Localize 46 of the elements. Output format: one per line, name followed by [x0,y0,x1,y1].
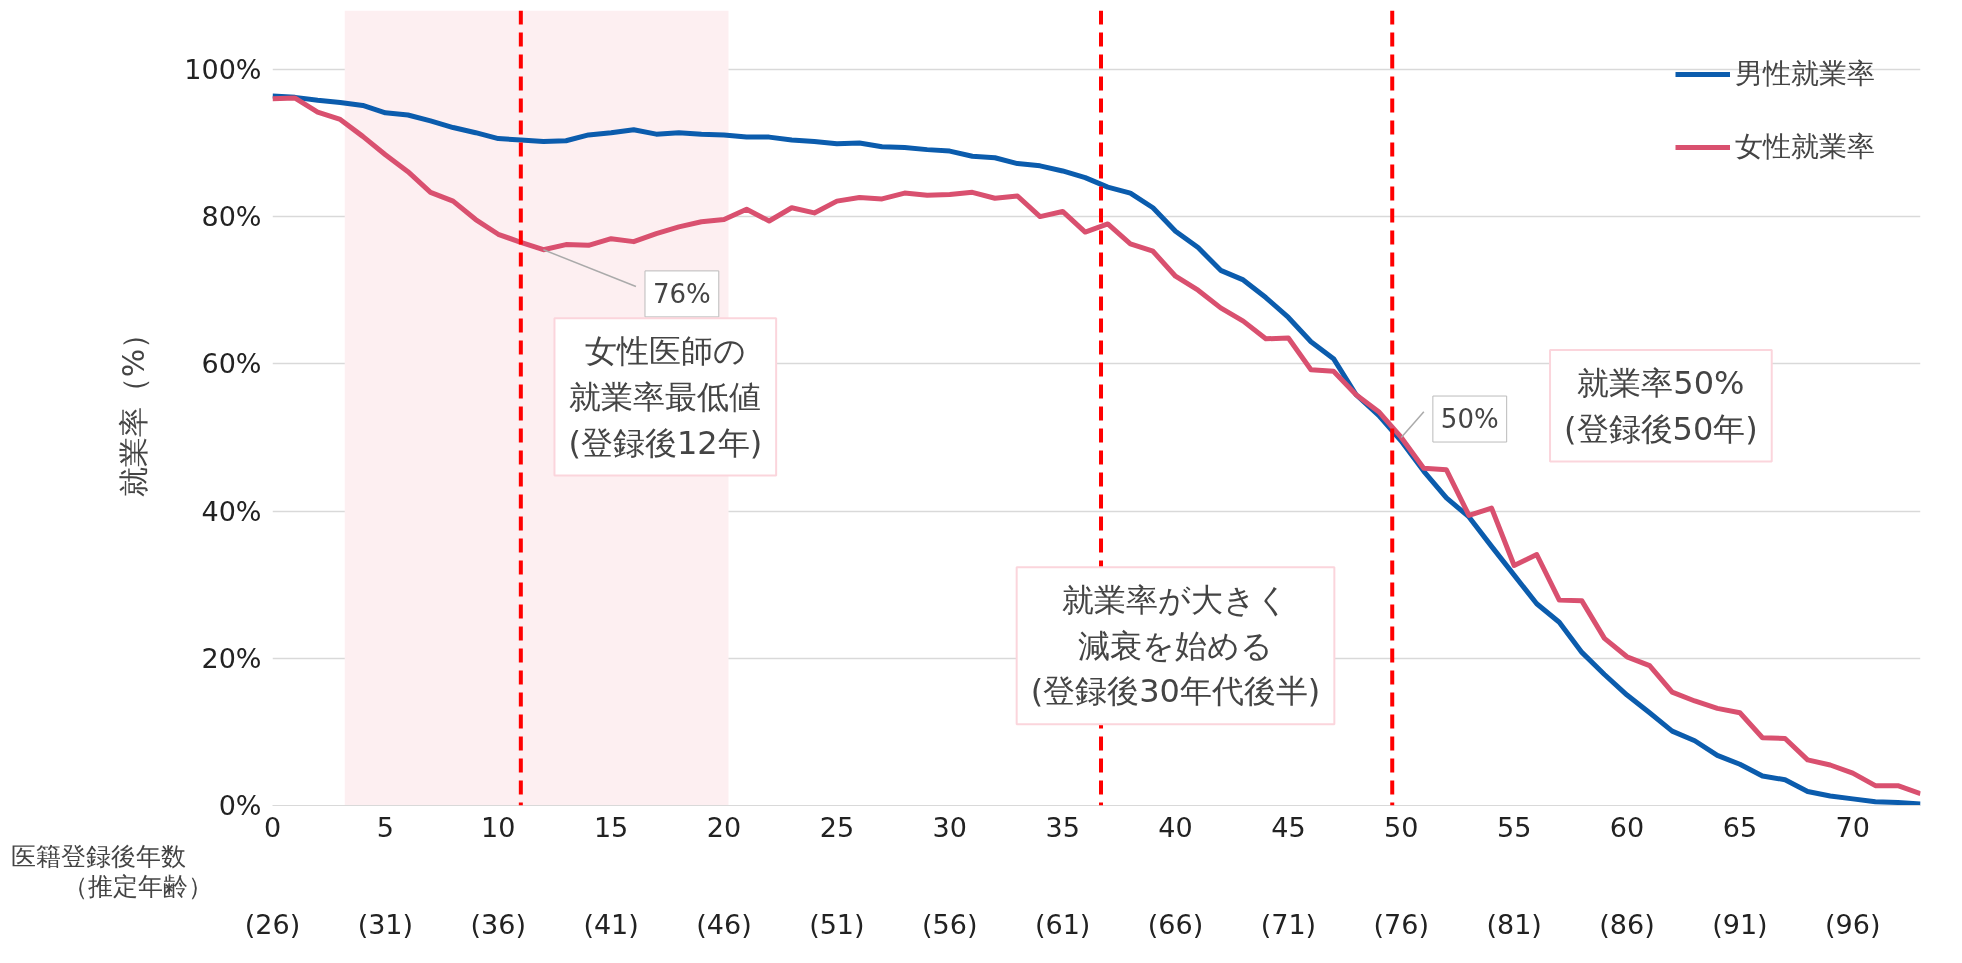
x-tick-label: 55 [1496,811,1532,843]
annotation: 就業率が大きく減衰を始める(登録後30年代後半) [1030,581,1321,711]
x-tick-label: 0 [263,811,282,843]
annotation: 50% [1440,404,1499,435]
x2-tick-label: (96) [1825,908,1881,940]
y-tick-label: 100% [184,53,262,85]
y-tick-label: 80% [201,201,262,233]
x-tick-label: 40 [1158,811,1193,843]
y-tick-label: 40% [201,495,262,527]
y-axis-title: 就業率（%） [116,318,152,498]
legend-label: 女性就業率 [1735,129,1875,165]
x2-tick-label: (31) [357,908,414,940]
x2-tick-label: (36) [470,908,526,940]
x-tick-label: 20 [706,811,742,843]
x2-tick-label: (66) [1147,908,1204,940]
x2-tick-label: (46) [696,908,752,940]
x2-tick-label: (76) [1373,908,1429,940]
x2-tick-label: (51) [809,908,865,940]
legend-label: 男性就業率 [1735,56,1875,92]
x2-tick-label: (71) [1260,908,1317,940]
x-tick-label: 65 [1722,811,1758,843]
annotation: 女性医師の就業率最低値(登録後12年) [568,332,763,462]
x2-tick-label: (41) [583,908,639,940]
x-tick-label: 15 [593,811,629,843]
x2-tick-label: (91) [1712,908,1768,940]
annotation: 76% [652,278,711,309]
x-tick-label: 70 [1835,811,1870,843]
x-tick-label: 45 [1271,811,1306,843]
x-tick-label: 30 [932,811,967,843]
x-tick-label: 25 [819,811,855,843]
y-tick-label: 20% [201,642,262,674]
x2-tick-label: (86) [1599,908,1655,940]
x-tick-label: 5 [376,811,394,843]
x-tick-label: 60 [1609,811,1645,843]
x-axis-title: 医籍登録後年数 [10,841,186,871]
x2-tick-label: (61) [1034,908,1091,940]
x-tick-label: 50 [1384,811,1419,843]
x2-axis-title: （推定年齢） [62,872,213,901]
x2-tick-label: (56) [922,908,978,940]
annotation: 就業率50%(登録後50年) [1564,363,1758,448]
x-tick-label: 10 [481,811,516,843]
x2-tick-label: (81) [1486,908,1542,940]
y-tick-label: 0% [218,790,262,821]
x-tick-label: 35 [1045,811,1080,843]
y-tick-label: 60% [201,348,262,380]
x2-tick-label: (26) [244,908,301,940]
